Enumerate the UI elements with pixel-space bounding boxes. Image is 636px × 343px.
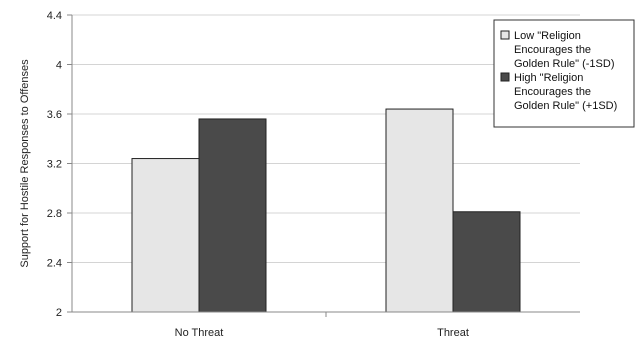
legend-label: Golden Rule" (+1SD)	[514, 100, 617, 112]
legend-box	[493, 19, 635, 128]
y-axis-label: Support for Hostile Responses to Offense…	[19, 59, 31, 268]
y-tick-labels: 2 2.4 2.8 3.2 3.6 4 4.4	[47, 10, 62, 319]
bar-high-no-threat	[198, 118, 267, 313]
bar-low-threat	[385, 108, 454, 313]
legend-label: High "Religion	[514, 72, 583, 84]
legend-swatch	[500, 30, 510, 40]
x-tick-label: No Threat	[175, 327, 224, 339]
x-tick-label: Threat	[437, 327, 469, 339]
y-tick-label: 3.2	[47, 159, 62, 171]
y-tick-label: 3.6	[47, 109, 62, 121]
legend-label: Encourages the	[514, 86, 591, 98]
legend-swatch	[500, 72, 510, 82]
legend-label: Low "Religion	[514, 30, 581, 42]
y-tick-label: 4	[56, 60, 62, 72]
legend-label: Golden Rule" (-1SD)	[514, 58, 615, 70]
legend: Low "Religion Encourages the Golden Rule" …	[493, 19, 635, 128]
axes	[67, 14, 580, 317]
y-tick-label: 4.4	[47, 10, 62, 22]
bar-high-threat	[452, 211, 521, 313]
legend-label: Encourages the	[514, 44, 591, 56]
x-tick-labels: No Threat Threat	[175, 327, 469, 339]
y-tick-label: 2.8	[47, 208, 62, 220]
y-tick-label: 2	[56, 307, 62, 319]
y-tick-label: 2.4	[47, 258, 62, 270]
bars	[131, 108, 521, 313]
bar-low-no-threat	[131, 158, 200, 313]
